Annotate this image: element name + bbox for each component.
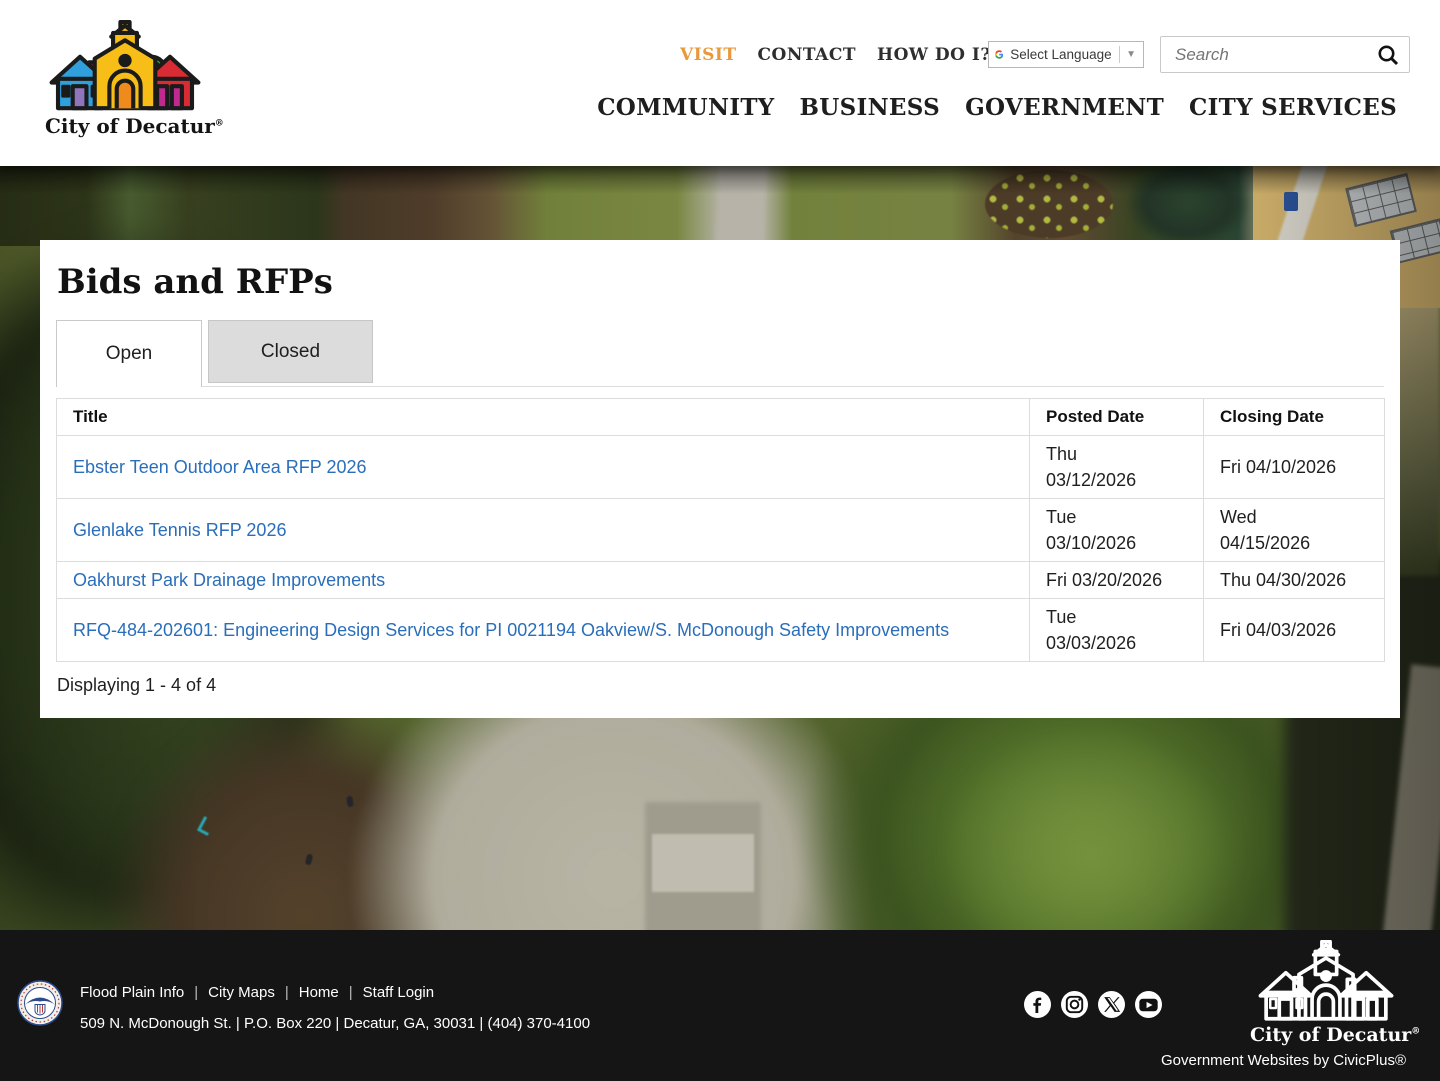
bid-link[interactable]: Glenlake Tennis RFP 2026 (73, 520, 287, 540)
footer-logo[interactable]: City of Decatur® (1250, 940, 1421, 1046)
tab-open[interactable]: Open (56, 320, 202, 387)
search-box (1160, 36, 1410, 73)
photo-top-shadow (0, 166, 1440, 194)
utility-nav: VISIT CONTACT HOW DO I? (680, 45, 991, 65)
main-nav-community[interactable]: COMMUNITY (597, 94, 775, 121)
footer-link-home[interactable]: Home (298, 984, 339, 1001)
posted-date: Thu 03/12/2026 (1029, 435, 1204, 499)
table-row: RFQ-484-202601: Engineering Design Servi… (56, 598, 1385, 662)
column-header-title: Title (56, 398, 1030, 436)
pagination-status: Displaying 1 - 4 of 4 (57, 675, 217, 695)
site-logo-text: City of Decatur® (45, 114, 224, 138)
footer-links: Flood Plain Info | City Maps | Home | St… (80, 984, 434, 1001)
footer-separator: | (194, 984, 199, 1001)
utility-nav-contact[interactable]: CONTACT (757, 45, 857, 65)
utility-nav-visit[interactable]: VISIT (680, 45, 737, 65)
footer-address: 509 N. McDonough St. | P.O. Box 220 | De… (80, 1015, 591, 1032)
closing-date: Wed 04/15/2026 (1203, 498, 1385, 562)
social-links (1024, 991, 1162, 1018)
table-row: Oakhurst Park Drainage Improvements Fri … (56, 561, 1385, 599)
main-nav-government[interactable]: GOVERNMENT (965, 94, 1164, 121)
posted-date: Tue 03/10/2026 (1029, 498, 1204, 562)
search-input[interactable] (1161, 37, 1409, 72)
table-row: Ebster Teen Outdoor Area RFP 2026 Thu 03… (56, 435, 1385, 499)
posted-date: Fri 03/20/2026 (1029, 561, 1204, 599)
site-logo[interactable]: City of Decatur® (45, 20, 224, 138)
table-header-row: Title Posted Date Closing Date (56, 398, 1385, 436)
instagram-icon[interactable] (1061, 991, 1088, 1018)
civicplus-credit[interactable]: Government Websites by CivicPlus® (1160, 1052, 1406, 1069)
footer-link-city-maps[interactable]: City Maps (208, 984, 275, 1001)
tab-closed[interactable]: Closed (208, 320, 373, 383)
photo-trash-bin (1284, 192, 1298, 211)
bid-link[interactable]: RFQ-484-202601: Engineering Design Servi… (73, 620, 950, 640)
utility-nav-how-do-i[interactable]: HOW DO I? (877, 45, 991, 65)
main-nav-business[interactable]: BUSINESS (799, 94, 941, 121)
site-footer: Flood Plain Info | City Maps | Home | St… (0, 930, 1440, 1081)
main-nav-city-services[interactable]: CITY SERVICES (1189, 94, 1397, 121)
footer-separator: | (284, 984, 289, 1001)
google-translate-widget[interactable]: Select Language ▼ (988, 41, 1144, 68)
translate-label: Select Language (1010, 47, 1112, 62)
youtube-icon[interactable] (1135, 991, 1162, 1018)
chevron-down-icon: ▼ (1126, 49, 1136, 60)
table-row: Glenlake Tennis RFP 2026 Tue 03/10/2026 … (56, 498, 1385, 562)
site-header: City of Decatur® VISIT CONTACT HOW DO I?… (0, 0, 1440, 166)
main-nav: COMMUNITY BUSINESS GOVERNMENT CITY SERVI… (597, 94, 1397, 121)
bid-link[interactable]: Oakhurst Park Drainage Improvements (73, 570, 386, 590)
footer-link-flood-plain-info[interactable]: Flood Plain Info (80, 984, 185, 1001)
footer-separator: | (348, 984, 353, 1001)
bids-table: Title Posted Date Closing Date Ebster Te… (56, 398, 1385, 662)
tabs: Open Closed (56, 320, 1384, 387)
dhs-seal-icon (17, 980, 63, 1026)
tab-divider (56, 386, 1384, 387)
city-of-decatur-logo-white-icon (1258, 940, 1394, 1021)
footer-link-staff-login[interactable]: Staff Login (362, 984, 435, 1001)
search-icon[interactable] (1377, 44, 1400, 72)
city-of-decatur-logo-icon (49, 20, 201, 111)
closing-date: Fri 04/10/2026 (1203, 435, 1385, 499)
column-header-closing-date: Closing Date (1203, 398, 1385, 436)
photo-tree-right-highlight (940, 726, 1240, 930)
google-g-icon (995, 50, 1004, 59)
bid-link[interactable]: Ebster Teen Outdoor Area RFP 2026 (73, 457, 367, 477)
footer-logo-text: City of Decatur® (1250, 1024, 1421, 1046)
closing-date: Thu 04/30/2026 (1203, 561, 1385, 599)
content-card: Bids and RFPs Open Closed Title Posted D… (40, 240, 1400, 718)
page-title: Bids and RFPs (57, 262, 333, 302)
photo-right-wall (1396, 276, 1440, 576)
facebook-icon[interactable] (1024, 991, 1051, 1018)
x-twitter-icon[interactable] (1098, 991, 1125, 1018)
closing-date: Fri 04/03/2026 (1203, 598, 1385, 662)
photo-crosswalk (652, 834, 754, 892)
column-header-posted-date: Posted Date (1029, 398, 1204, 436)
posted-date: Tue 03/03/2026 (1029, 598, 1204, 662)
